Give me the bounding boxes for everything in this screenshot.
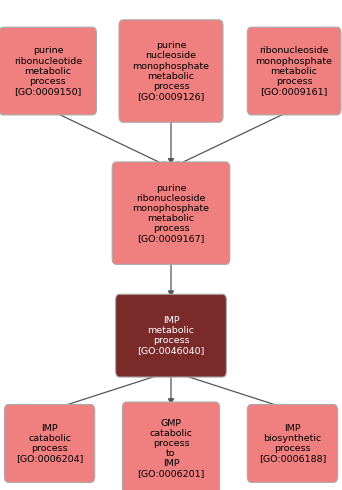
- Text: IMP
catabolic
process
[GO:0006204]: IMP catabolic process [GO:0006204]: [16, 424, 83, 463]
- FancyBboxPatch shape: [112, 162, 230, 265]
- FancyBboxPatch shape: [0, 27, 96, 115]
- Text: IMP
biosynthetic
process
[GO:0006188]: IMP biosynthetic process [GO:0006188]: [259, 424, 326, 463]
- Text: purine
ribonucleotide
metabolic
process
[GO:0009150]: purine ribonucleotide metabolic process …: [14, 47, 82, 96]
- FancyBboxPatch shape: [247, 405, 338, 482]
- Text: IMP
metabolic
process
[GO:0046040]: IMP metabolic process [GO:0046040]: [137, 316, 205, 355]
- Text: ribonucleoside
monophosphate
metabolic
process
[GO:0009161]: ribonucleoside monophosphate metabolic p…: [255, 47, 333, 96]
- FancyBboxPatch shape: [122, 402, 220, 490]
- FancyBboxPatch shape: [116, 294, 226, 377]
- FancyBboxPatch shape: [4, 405, 95, 482]
- Text: GMP
catabolic
process
to
IMP
[GO:0006201]: GMP catabolic process to IMP [GO:0006201…: [137, 419, 205, 478]
- Text: purine
nucleoside
monophosphate
metabolic
process
[GO:0009126]: purine nucleoside monophosphate metaboli…: [132, 42, 210, 100]
- FancyBboxPatch shape: [119, 20, 223, 122]
- FancyBboxPatch shape: [247, 27, 341, 115]
- Text: purine
ribonucleoside
monophosphate
metabolic
process
[GO:0009167]: purine ribonucleoside monophosphate meta…: [132, 184, 210, 243]
